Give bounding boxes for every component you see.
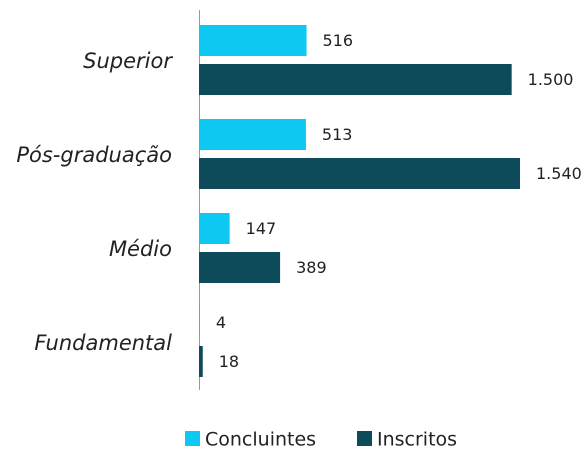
value-label: 18 [219, 352, 239, 371]
value-label: 4 [216, 313, 226, 332]
bar [199, 64, 512, 95]
legend-swatch [185, 431, 200, 446]
category-label: Médio [109, 237, 172, 261]
category-label: Pós-graduação [16, 143, 172, 167]
legend-swatch [357, 431, 372, 446]
legend-label: Concluintes [205, 429, 316, 451]
category-label: Fundamental [34, 331, 172, 355]
value-label: 516 [323, 31, 354, 50]
bar [199, 158, 520, 189]
value-label: 147 [246, 219, 277, 238]
legend-label: Inscritos [377, 429, 457, 451]
value-label: 389 [296, 258, 327, 277]
bar [199, 25, 307, 56]
value-label: 1.500 [528, 70, 574, 89]
bar [199, 346, 203, 377]
category-label: Superior [83, 49, 173, 73]
value-label: 1.540 [536, 164, 582, 183]
bar [199, 252, 281, 283]
bar [199, 213, 230, 244]
bar [199, 307, 200, 338]
bar [199, 119, 306, 150]
value-label: 513 [322, 125, 353, 144]
